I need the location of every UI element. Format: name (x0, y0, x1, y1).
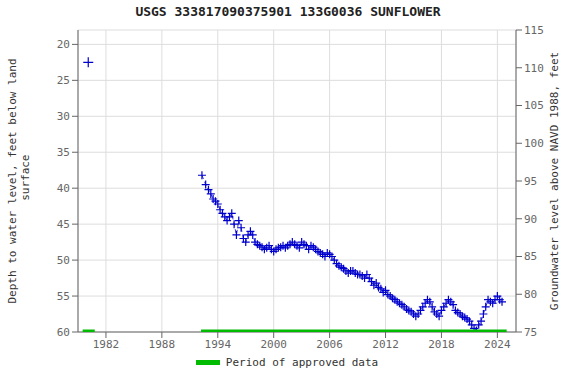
svg-text:75: 75 (524, 326, 537, 339)
svg-text:95: 95 (524, 175, 537, 188)
svg-text:Depth to water level, feet bel: Depth to water level, feet below land su… (8, 58, 32, 303)
svg-text:1988: 1988 (149, 338, 176, 351)
svg-text:85: 85 (524, 250, 537, 263)
svg-text:40: 40 (57, 182, 70, 195)
svg-text:55: 55 (57, 290, 70, 303)
svg-text:35: 35 (57, 146, 70, 159)
svg-text:2006: 2006 (316, 338, 343, 351)
svg-text:115: 115 (524, 24, 544, 37)
html-text:Period of approved data: Period of approved data (225, 356, 379, 369)
svg-text:20: 20 (57, 38, 70, 51)
svg-text:30: 30 (57, 110, 70, 123)
svg-text:105: 105 (524, 99, 544, 112)
svg-text:60: 60 (57, 326, 70, 339)
svg-text:2018: 2018 (428, 338, 455, 351)
svg-text:1982: 1982 (93, 338, 120, 351)
html-text:USGS 333817090375901 133G0036: USGS 333817090375901 133G0036 SUNFLOWER (135, 4, 441, 19)
svg-text:45: 45 (57, 218, 70, 231)
svg-text:25: 25 (57, 74, 70, 87)
svg-text:1994: 1994 (205, 338, 232, 351)
svg-text:50: 50 (57, 254, 70, 267)
svg-text:2024: 2024 (484, 338, 511, 351)
svg-text:100: 100 (524, 137, 544, 150)
svg-text:110: 110 (524, 62, 544, 75)
svg-text:2012: 2012 (372, 338, 399, 351)
svg-text:80: 80 (524, 288, 537, 301)
svg-text:90: 90 (524, 213, 537, 226)
svg-text:Groundwater level above NAVD 1: Groundwater level above NAVD 1988, feet (548, 52, 561, 310)
svg-text:2000: 2000 (260, 338, 287, 351)
